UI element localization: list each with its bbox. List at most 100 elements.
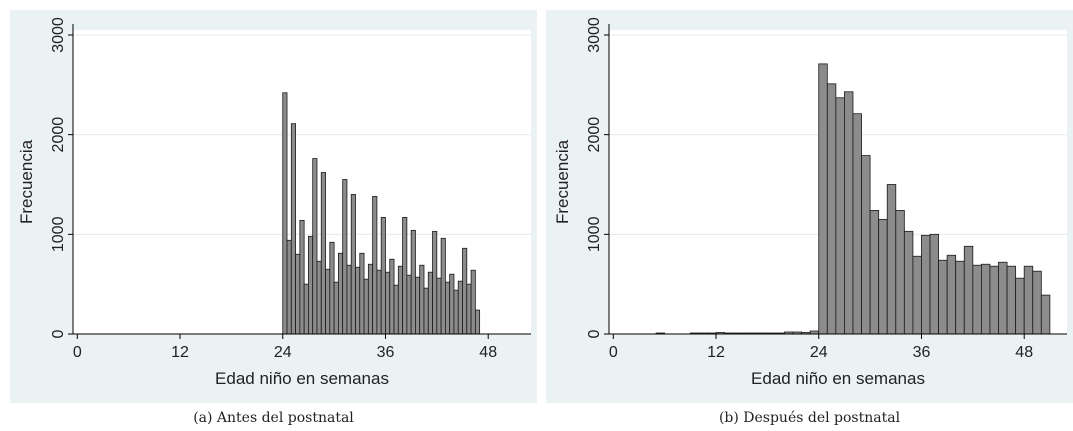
histogram-before-chart: 0 1000 2000 3000 0 12 24 36 48 Edad niño en seman… [17, 17, 531, 388]
histogram-bar [282, 92, 288, 335]
histogram-bar [869, 210, 880, 335]
histogram-bar [402, 216, 408, 335]
histogram-bar [320, 172, 326, 335]
y-axis-title: Frecuencia [17, 139, 36, 224]
x-axis-title: Edad niño en semanas [751, 369, 925, 388]
histogram-bar [376, 269, 382, 335]
histogram-panel-before: 0 1000 2000 3000 0 12 24 36 48 Edad niño en seman… [10, 10, 537, 403]
histogram-bar [453, 289, 459, 335]
histogram-bar [385, 271, 391, 335]
histogram-bar [938, 259, 948, 335]
histogram-bar [818, 63, 828, 335]
caption-before: (a) Antes del postnatal [193, 410, 354, 426]
histogram-after-chart: 0 1000 2000 3000 0 12 24 36 48 Edad niño en seman… [553, 17, 1067, 388]
x-tick-label: 24 [274, 344, 292, 361]
histogram-bar [316, 260, 322, 335]
histogram-bar [903, 230, 914, 335]
x-tick-label: 12 [171, 344, 189, 361]
histogram-bar [1040, 294, 1051, 335]
histogram-bar [457, 280, 463, 335]
histogram-bar [350, 194, 356, 335]
histogram-bar [946, 254, 957, 335]
y-tick-label: 3000 [50, 17, 67, 53]
histogram-bar [295, 253, 301, 335]
histogram-bar [835, 97, 845, 335]
x-axis-title: Edad niño en semanas [215, 369, 389, 388]
y-tick-label: 2000 [586, 117, 603, 153]
histogram-bar [410, 229, 416, 335]
histogram-bar [1015, 277, 1025, 335]
histogram-bar [440, 237, 446, 335]
histogram-bar [929, 233, 939, 335]
histogram-bar [312, 158, 318, 335]
histogram-bar [397, 265, 403, 335]
histogram-bar [303, 283, 309, 335]
histogram-bar [415, 276, 421, 335]
histogram-bar [470, 269, 476, 335]
histogram-bar [963, 245, 974, 335]
histogram-bar [886, 184, 897, 335]
histogram-bar [406, 274, 412, 335]
histogram-bar [1006, 265, 1017, 335]
histogram-bar [393, 284, 399, 335]
histogram-bar [423, 287, 429, 335]
y-tick-label: 0 [586, 329, 603, 338]
histogram-bar [363, 278, 369, 335]
histogram-bar [427, 271, 433, 335]
histogram-bar [444, 281, 451, 335]
histogram-bar [333, 281, 339, 335]
histogram-bar [337, 252, 344, 335]
x-tick-label: 36 [913, 344, 931, 361]
histogram-bar [342, 179, 348, 335]
histogram-bar [852, 113, 862, 335]
histogram-bar [474, 309, 481, 335]
histogram-bar [419, 264, 425, 335]
histogram-bar [432, 230, 438, 335]
y-tick-label: 2000 [50, 117, 67, 153]
histogram-bar [367, 263, 374, 335]
histogram-bar [980, 263, 991, 335]
histogram-bar [1023, 265, 1034, 335]
x-tick-label: 24 [810, 344, 828, 361]
x-tick-label: 0 [73, 344, 82, 361]
histogram-bar [346, 264, 352, 335]
histogram-bar [359, 252, 365, 335]
x-tick-label: 36 [377, 344, 395, 361]
histogram-bar [1032, 270, 1042, 335]
histogram-bar [389, 258, 395, 335]
y-tick-label: 1000 [50, 216, 67, 252]
histogram-bar [826, 83, 837, 335]
histogram-bar [325, 268, 331, 335]
histogram-bar [989, 265, 999, 335]
histogram-bar [355, 266, 361, 335]
histogram-bar [921, 234, 931, 335]
histogram-panel-after: 0 1000 2000 3000 0 12 24 36 48 Edad niño en seman… [546, 10, 1073, 403]
histogram-bar [299, 219, 305, 335]
histogram-bar [329, 241, 335, 335]
histogram-bar [955, 260, 965, 335]
histogram-bar [449, 273, 455, 335]
histogram-bar [286, 239, 292, 335]
x-tick-label: 0 [609, 344, 618, 361]
histogram-bar [895, 210, 905, 335]
x-tick-label: 12 [707, 344, 725, 361]
histogram-bar [436, 277, 442, 335]
histogram-bar [972, 264, 982, 335]
histogram-bar [380, 216, 386, 335]
histogram-bar [462, 247, 468, 335]
histogram-bar [308, 235, 314, 335]
histogram-bar [290, 123, 296, 335]
y-tick-label: 1000 [586, 216, 603, 252]
x-tick-label: 48 [1015, 344, 1033, 361]
y-tick-label: 3000 [586, 17, 603, 53]
histogram-bar [878, 218, 888, 335]
histogram-bar [998, 261, 1008, 335]
x-tick-label: 48 [479, 344, 497, 361]
histogram-bar [466, 283, 472, 335]
histogram-bar [372, 196, 378, 335]
histogram-bar [912, 255, 922, 335]
histogram-bar [844, 91, 854, 335]
histogram-bar [861, 155, 871, 335]
y-tick-label: 0 [50, 329, 67, 338]
y-axis-title: Frecuencia [553, 139, 572, 224]
